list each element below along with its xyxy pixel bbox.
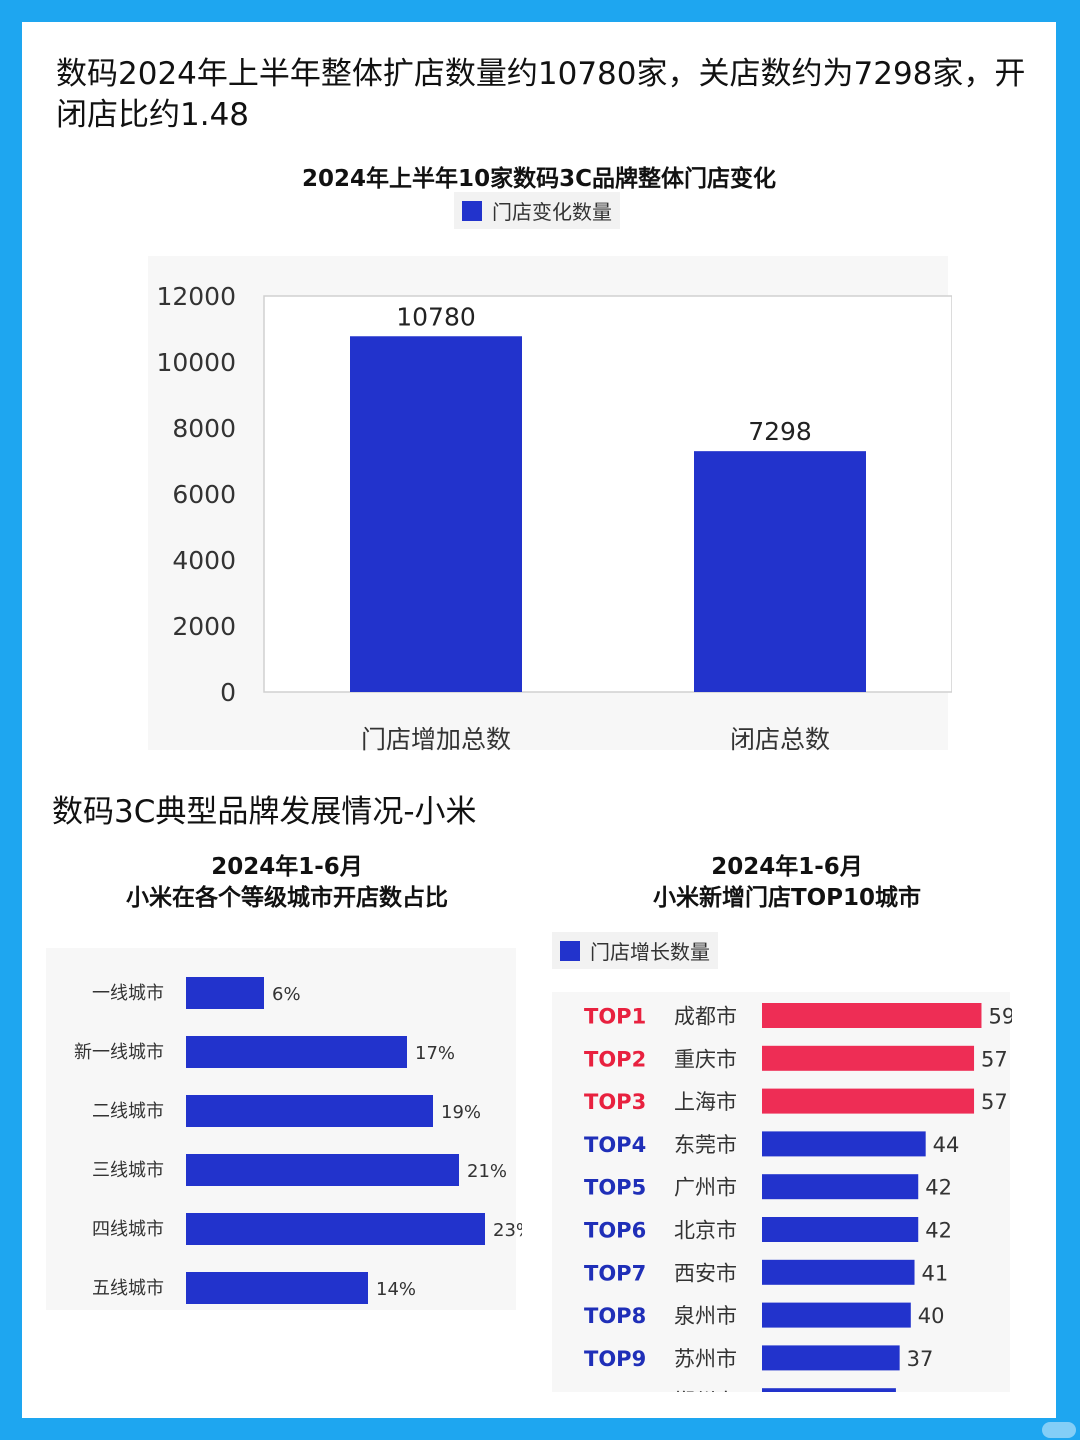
- chart1-x-tick-label: 闭店总数: [730, 725, 830, 754]
- chart3-bar: [762, 1174, 919, 1200]
- chart3-rank-label: TOP9: [584, 1347, 646, 1371]
- chart1-bar: [350, 336, 522, 692]
- chart1-value-label: 10780: [396, 302, 476, 331]
- chart3-city-label: 广州市: [674, 1176, 737, 1200]
- section-title: 数码3C典型品牌发展情况-小米: [52, 794, 477, 830]
- chart2-category-label: 五线城市: [92, 1278, 164, 1299]
- chart2-category-label: 三线城市: [92, 1160, 164, 1181]
- chart3-rank-label: TOP8: [584, 1304, 646, 1328]
- chart3-value-label: 57: [981, 1047, 1008, 1071]
- chart1-y-tick-label: 6000: [172, 480, 236, 509]
- chart3-bar: [762, 1003, 982, 1028]
- chart3-city-label: 重庆市: [674, 1047, 737, 1071]
- chart3-legend: 门店增长数量: [552, 932, 718, 969]
- chart3-value-label: 42: [925, 1176, 952, 1200]
- chart2-value-label: 6%: [272, 984, 301, 1005]
- chart3-title-line2: 小米新增门店TOP10城市: [652, 885, 922, 911]
- headline: 数码2024年上半年整体扩店数量约10780家，关店数约为7298家，开闭店比约…: [56, 56, 1026, 133]
- chart2-value-label: 19%: [441, 1102, 481, 1123]
- chart3-city-label: 东莞市: [674, 1133, 737, 1157]
- chart2-bar: [186, 977, 264, 1009]
- chart3-city-label: 西安市: [674, 1261, 737, 1285]
- chart1-bar: [694, 451, 866, 692]
- chart3-bar: [762, 1345, 900, 1371]
- chart2-category-label: 二线城市: [92, 1101, 164, 1122]
- store-change-bar-chart: 0 2000 4000 6000 8000 10000 12000 10780 门店增加总数 72…: [148, 256, 952, 754]
- chart2-title-line1: 2024年1-6月: [211, 854, 363, 880]
- chart3-bar: [762, 1259, 915, 1285]
- chart2-category-label: 新一线城市: [74, 1042, 164, 1063]
- chart3-bar: [762, 1045, 975, 1071]
- chart3-rank-label: TOP1: [584, 1005, 646, 1029]
- content-card: 数码2024年上半年整体扩店数量约10780家，关店数约为7298家，开闭店比约…: [22, 22, 1056, 1418]
- chart2-title: 2024年1-6月 小米在各个等级城市开店数占比: [52, 852, 522, 914]
- chart3-city-label: 郑州市: [674, 1390, 737, 1392]
- chart1-legend-swatch: [462, 200, 482, 221]
- chart2-bar: [186, 1036, 407, 1068]
- chart3-value-label: 41: [922, 1261, 949, 1285]
- chart2-value-label: 17%: [415, 1043, 455, 1064]
- chart3-city-label: 成都市: [674, 1005, 737, 1029]
- chart3-rank-label: TOP3: [584, 1090, 646, 1114]
- chart3-value-label: 40: [918, 1304, 945, 1328]
- chart3-legend-swatch: [560, 940, 580, 961]
- chart3-value-label: 42: [925, 1219, 952, 1243]
- city-tier-share-chart: 一线城市 6% 新一线城市 17% 二线城市 19% 三线城市 21% 四线城市 23% 五线城市 1…: [46, 948, 522, 1310]
- chart3-legend-label: 门店增长数量: [590, 940, 710, 964]
- chart1-x-tick-label: 门店增加总数: [361, 725, 511, 754]
- chart3-city-label: 北京市: [674, 1219, 737, 1243]
- chart2-bar: [186, 1154, 459, 1186]
- chart1-legend-label: 门店变化数量: [492, 200, 612, 224]
- chart3-rank-label: TOP10: [584, 1390, 661, 1392]
- chart2-value-label: 14%: [376, 1279, 416, 1300]
- chart3-rank-label: TOP6: [584, 1219, 646, 1243]
- chart3-value-label: 44: [933, 1133, 960, 1157]
- chart2-bar: [186, 1095, 433, 1127]
- chart2-bar: [186, 1213, 485, 1245]
- chart1-y-tick-label: 8000: [172, 414, 236, 443]
- top10-cities-chart: TOP1 成都市 59 TOP2 重庆市 57 TOP3 上海市 57 TOP4 东莞市 44 TOP5…: [552, 992, 1012, 1392]
- chart3-rank-label: TOP4: [584, 1133, 646, 1157]
- chart1-y-tick-label: 10000: [156, 348, 236, 377]
- chart1-value-label: 7298: [748, 417, 812, 446]
- corner-badge: [1042, 1422, 1076, 1438]
- chart1-title: 2024年上半年10家数码3C品牌整体门店变化: [302, 166, 776, 192]
- chart3-rank-label: TOP5: [584, 1176, 646, 1200]
- chart3-value-label: 57: [981, 1090, 1008, 1114]
- chart3-rank-label: TOP7: [584, 1261, 646, 1285]
- chart3-title-line1: 2024年1-6月: [711, 854, 863, 880]
- chart3-title: 2024年1-6月 小米新增门店TOP10城市: [552, 852, 1022, 914]
- chart2-background: [46, 948, 516, 1310]
- chart3-rank-label: TOP2: [584, 1047, 646, 1071]
- chart3-bar: [762, 1131, 926, 1157]
- chart1-y-tick-label: 0: [220, 678, 236, 707]
- chart2-value-label: 23%: [493, 1220, 522, 1241]
- chart3-value-label: 36: [903, 1390, 930, 1392]
- chart3-bar: [762, 1217, 919, 1242]
- chart3-bar: [762, 1388, 896, 1392]
- chart1-y-tick-label: 2000: [172, 612, 236, 641]
- chart2-category-label: 一线城市: [92, 983, 164, 1004]
- chart1-legend: 门店变化数量: [454, 192, 620, 229]
- chart3-bar: [762, 1302, 911, 1328]
- chart3-city-label: 泉州市: [674, 1304, 737, 1328]
- chart2-value-label: 21%: [467, 1161, 507, 1182]
- chart3-city-label: 上海市: [674, 1090, 737, 1114]
- chart2-bar: [186, 1272, 368, 1304]
- chart3-value-label: 37: [907, 1347, 934, 1371]
- chart1-y-tick-label: 12000: [156, 282, 236, 311]
- chart2-title-line2: 小米在各个等级城市开店数占比: [126, 885, 448, 911]
- chart3-bar: [762, 1088, 975, 1114]
- chart2-category-label: 四线城市: [92, 1219, 164, 1240]
- chart3-value-label: 59: [988, 1005, 1012, 1029]
- chart1-y-tick-label: 4000: [172, 546, 236, 575]
- chart3-city-label: 苏州市: [674, 1347, 737, 1371]
